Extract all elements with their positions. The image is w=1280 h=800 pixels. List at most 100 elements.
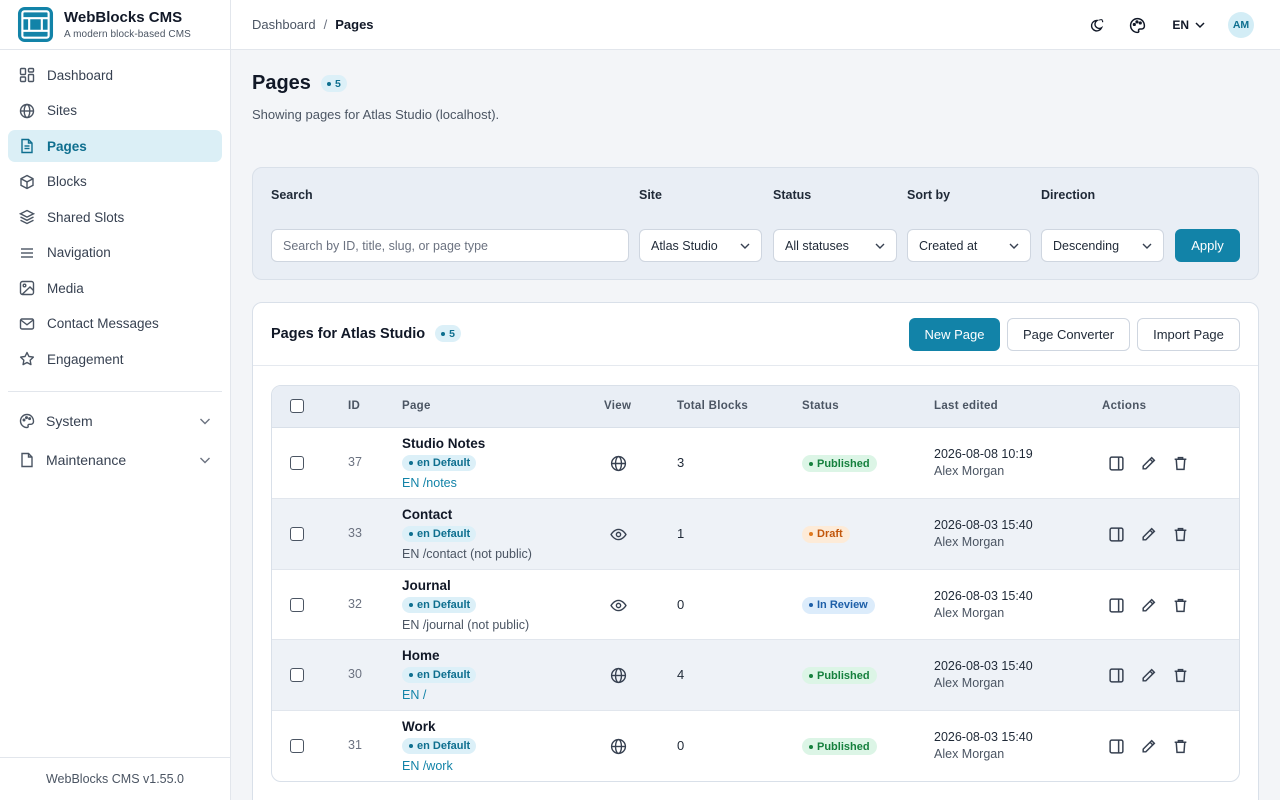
col-id[interactable]: ID (348, 400, 361, 412)
status-select[interactable]: All statuses (773, 229, 897, 262)
palette-button[interactable] (1124, 12, 1150, 38)
row-page-path[interactable]: EN /notes (402, 476, 457, 490)
page-converter-button[interactable]: Page Converter (1007, 318, 1130, 351)
direction-select[interactable]: Descending (1041, 229, 1164, 262)
panel-icon[interactable] (1108, 667, 1125, 684)
breadcrumb-dashboard[interactable]: Dashboard (252, 17, 316, 32)
sidebar-group-system[interactable]: System (8, 405, 222, 437)
logo-icon (17, 6, 54, 43)
chevron-down-icon (200, 457, 210, 464)
trash-icon[interactable] (1172, 455, 1189, 472)
chevron-down-icon (1142, 243, 1152, 249)
direction-select-value: Descending (1053, 238, 1120, 253)
sidebar-item-media[interactable]: Media (8, 272, 222, 304)
status-badge: Published (802, 667, 877, 685)
list-count-value: 5 (449, 327, 455, 340)
sidebar-item-engagement[interactable]: Engagement (8, 343, 222, 375)
list-header: Pages for Atlas Studio 5 New Page Page C… (253, 303, 1258, 366)
row-page-title[interactable]: Studio Notes (402, 436, 486, 451)
panel-icon[interactable] (1108, 597, 1125, 614)
sidebar-item-blocks[interactable]: Blocks (8, 166, 222, 198)
row-page-path[interactable]: EN / (402, 688, 427, 703)
avatar[interactable]: AM (1228, 12, 1254, 38)
sidebar-nav: Dashboard Sites Pages Blocks Shared Slot… (0, 50, 230, 476)
apply-button[interactable]: Apply (1175, 229, 1240, 262)
pencil-icon[interactable] (1140, 597, 1157, 614)
pencil-icon[interactable] (1140, 738, 1157, 755)
panel-icon[interactable] (1108, 738, 1125, 755)
language-select[interactable]: EN (1172, 18, 1206, 32)
row-checkbox[interactable] (290, 739, 304, 754)
sidebar-divider (8, 391, 222, 392)
panel-icon[interactable] (1108, 526, 1125, 543)
status-label: Draft (817, 528, 843, 541)
site-select[interactable]: Atlas Studio (639, 229, 762, 262)
search-input[interactable]: Search by ID, title, slug, or page type (271, 229, 629, 262)
row-checkbox[interactable] (290, 597, 304, 612)
status-label: Published (817, 457, 870, 470)
page-count-value: 5 (334, 77, 341, 90)
sidebar-item-sites[interactable]: Sites (8, 95, 222, 127)
sidebar-item-pages[interactable]: Pages (8, 130, 222, 162)
sidebar-item-label: Contact Messages (47, 316, 159, 331)
breadcrumb: Dashboard / Pages (252, 17, 374, 32)
row-page-title[interactable]: Contact (402, 506, 453, 522)
theme-toggle-button[interactable] (1083, 12, 1109, 38)
row-page-title[interactable]: Home (402, 648, 440, 664)
cube-icon (20, 174, 34, 189)
sidebar-group-maintenance[interactable]: Maintenance (8, 444, 222, 476)
brand[interactable]: WebBlocks CMS A modern block-based CMS (0, 0, 230, 50)
new-page-button[interactable]: New Page (909, 318, 1000, 351)
breadcrumb-current: Pages (335, 17, 374, 32)
col-last-edited[interactable]: Last edited (934, 400, 999, 412)
sidebar-item-label: Pages (47, 138, 87, 154)
image-icon (19, 280, 35, 296)
page-header: Pages 5 (252, 72, 347, 95)
sidebar-item-shared-slots[interactable]: Shared Slots (8, 201, 222, 233)
row-edited-date: 2026-08-03 15:40 (934, 588, 1033, 603)
sidebar-item-dashboard[interactable]: Dashboard (8, 59, 222, 91)
col-total-blocks[interactable]: Total Blocks (677, 400, 749, 412)
col-actions: Actions (1102, 400, 1147, 412)
trash-icon[interactable] (1172, 597, 1189, 614)
pencil-icon[interactable] (1140, 667, 1157, 684)
sidebar: WebBlocks CMS A modern block-based CMS D… (0, 0, 231, 800)
col-page[interactable]: Page (402, 400, 431, 412)
row-checkbox[interactable] (290, 668, 304, 683)
import-page-button[interactable]: Import Page (1137, 318, 1240, 351)
palette-icon (1129, 17, 1145, 33)
pencil-icon[interactable] (1140, 455, 1157, 472)
eye-icon[interactable] (610, 597, 627, 614)
pencil-icon[interactable] (1140, 526, 1157, 543)
row-total-blocks: 0 (677, 596, 685, 612)
globe-icon[interactable] (610, 738, 627, 755)
col-view: View (604, 400, 632, 412)
sidebar-item-contact-messages[interactable]: Contact Messages (8, 308, 222, 340)
pages-table: ID Page View Total Blocks Status Last ed… (271, 385, 1240, 782)
select-all-checkbox[interactable] (290, 399, 304, 413)
mail-icon (19, 317, 35, 330)
row-total-blocks: 0 (677, 738, 685, 754)
status-label: In Review (817, 599, 868, 612)
eye-icon[interactable] (610, 526, 627, 543)
row-page-title[interactable]: Journal (402, 577, 451, 593)
trash-icon[interactable] (1172, 667, 1189, 684)
row-edited-date: 2026-08-03 15:40 (934, 517, 1033, 532)
row-checkbox[interactable] (290, 456, 304, 470)
table-row: 30 Home en Default EN / 4 Published 2026… (272, 640, 1239, 712)
row-checkbox[interactable] (290, 526, 304, 541)
row-total-blocks: 4 (677, 667, 685, 683)
trash-icon[interactable] (1172, 738, 1189, 755)
row-page-path[interactable]: EN /work (402, 759, 453, 774)
col-status[interactable]: Status (802, 400, 839, 412)
sidebar-item-navigation[interactable]: Navigation (8, 237, 222, 269)
chevron-down-icon (875, 243, 885, 249)
list-count-badge: 5 (435, 325, 461, 342)
sort-select[interactable]: Created at (907, 229, 1031, 262)
panel-icon[interactable] (1108, 455, 1125, 472)
row-page-title[interactable]: Work (402, 719, 436, 735)
globe-icon[interactable] (610, 455, 627, 472)
globe-icon[interactable] (610, 667, 627, 684)
row-edited-date: 2026-08-03 15:40 (934, 730, 1033, 745)
trash-icon[interactable] (1172, 526, 1189, 543)
